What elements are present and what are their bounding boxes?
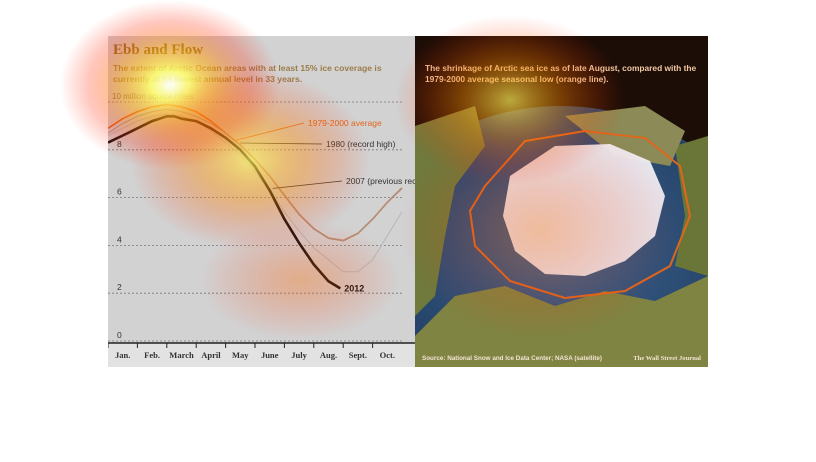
- chart-panel: 0 2 4 6 8 10 million square miles Jan. Feb. Marc…: [108, 36, 415, 367]
- y-tick-label: 4: [117, 234, 122, 244]
- line-chart: 0 2 4 6 8 10 million square miles Jan. Feb. Marc…: [108, 92, 415, 367]
- x-tick-label: July: [291, 350, 307, 360]
- series-end-label: 2012: [344, 283, 364, 293]
- chart-title: Ebb and Flow: [113, 42, 204, 58]
- series-line: [108, 115, 341, 290]
- series-annotation: 1980 (record high): [326, 139, 396, 149]
- y-tick-label: 0: [117, 330, 122, 340]
- x-tick-label: Sept.: [349, 350, 367, 360]
- x-tick-label: Jan.: [115, 350, 130, 360]
- map-credit: The Wall Street Journal: [633, 355, 701, 362]
- map-caption: The shrinkage of Arctic sea ice as of la…: [425, 63, 697, 84]
- series-line: [108, 108, 403, 242]
- map-panel: The shrinkage of Arctic sea ice as of la…: [415, 36, 708, 367]
- y-tick-label: 6: [117, 187, 122, 197]
- series-line: [108, 113, 403, 273]
- annotation-leader: [240, 142, 323, 145]
- annotation-leader: [234, 122, 305, 142]
- y-unit-label: 10 million square miles: [112, 92, 193, 101]
- x-tick-label: May: [232, 350, 249, 360]
- x-tick-label: June: [261, 350, 279, 360]
- series-annotation: 1979-2000 average: [308, 118, 382, 128]
- land-mass-right: [675, 136, 708, 276]
- annotation-leader: [272, 180, 343, 189]
- x-axis-band: [108, 343, 415, 367]
- chart-subtitle: The extent of Arctic Ocean areas with at…: [113, 63, 382, 84]
- figure: 0 2 4 6 8 10 million square miles Jan. Feb. Marc…: [108, 36, 708, 367]
- series-annotation: 2007 (previous record low): [346, 176, 415, 186]
- arctic-sea-ice-map: [415, 106, 708, 367]
- x-tick-label: April: [201, 350, 221, 360]
- x-tick-label: March: [169, 350, 194, 360]
- map-source: Source: National Snow and Ice Data Cente…: [422, 355, 602, 362]
- x-tick-label: Feb.: [144, 350, 160, 360]
- y-tick-label: 8: [117, 139, 122, 149]
- y-tick-label: 2: [117, 282, 122, 292]
- x-tick-label: Oct.: [380, 350, 395, 360]
- x-tick-label: Aug.: [320, 350, 337, 360]
